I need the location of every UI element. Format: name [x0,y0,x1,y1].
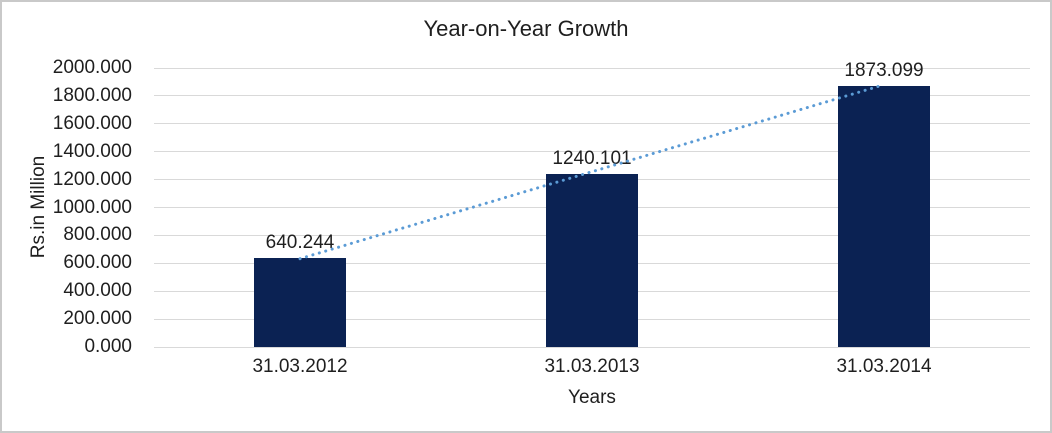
bar [254,257,346,347]
category-label: 31.03.2012 [252,356,348,377]
gridline [154,346,1030,348]
y-tick-label: 800.000 [63,224,132,246]
y-tick-label: 400.000 [63,280,132,302]
bar [838,85,930,347]
y-tick-label: 600.000 [63,252,132,274]
y-tick-label: 2000.000 [52,57,132,78]
y-tick-label: 200.000 [63,308,132,330]
bar [546,174,638,347]
bar-data-label: 640.244 [265,231,335,253]
bar-data-label: 1873.099 [844,59,924,81]
y-tick-label: 1800.000 [52,84,132,106]
y-tick-label: 0.000 [84,336,132,357]
y-tick-label: 1400.000 [52,140,132,162]
category-label: 31.03.2014 [836,356,932,377]
y-tick-label: 1600.000 [52,112,132,134]
chart-title: Year-on-Year Growth [423,16,629,41]
bar-data-label: 1240.101 [552,148,632,169]
category-label: 31.03.2013 [544,356,640,377]
x-axis-title: Years [568,387,616,408]
gridline [154,67,1030,69]
y-tick-label: 1200.000 [52,168,132,190]
y-tick-label: 1000.000 [52,196,132,218]
